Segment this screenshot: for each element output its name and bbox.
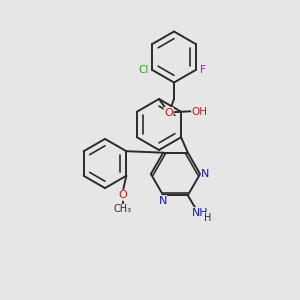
Text: OH: OH (192, 107, 208, 117)
Text: F: F (200, 65, 206, 75)
Text: O: O (164, 107, 173, 118)
Text: NH: NH (192, 208, 209, 218)
Text: O: O (118, 190, 127, 200)
Text: N: N (201, 169, 210, 179)
Text: H: H (204, 213, 211, 223)
Text: N: N (158, 196, 167, 206)
Text: CH₃: CH₃ (114, 204, 132, 214)
Text: Cl: Cl (138, 65, 149, 75)
